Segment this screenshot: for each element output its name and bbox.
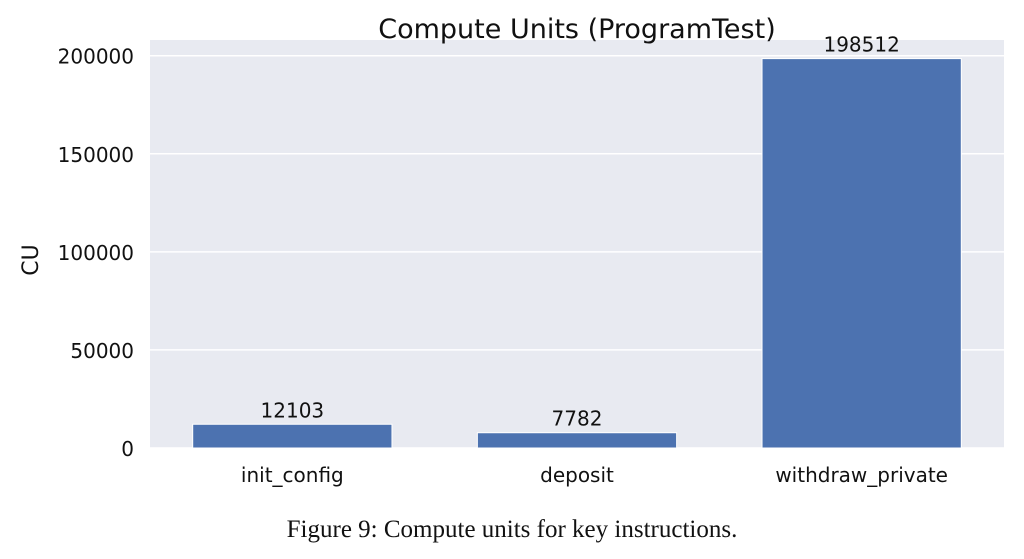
chart-title: Compute Units (ProgramTest) [378, 14, 775, 45]
y-tick-label: 100000 [58, 241, 134, 265]
x-tick-label: withdraw_private [775, 463, 948, 487]
bar-withdraw-private [761, 58, 962, 449]
bar-chart: 0 50000 100000 150000 200000 12103 init_config… [19, 14, 1004, 487]
data-label: 7782 [552, 407, 603, 431]
y-tick-label: 0 [121, 437, 134, 461]
data-label: 198512 [823, 33, 899, 57]
bar-init-config [192, 423, 393, 449]
x-tick-label: init_config [241, 463, 344, 487]
y-tick-label: 200000 [58, 45, 134, 69]
bar-deposit [476, 432, 678, 449]
y-tick-label: 50000 [70, 339, 134, 363]
y-axis-label: CU [19, 244, 44, 275]
x-tick-label: deposit [540, 463, 614, 487]
data-label: 12103 [261, 398, 325, 422]
figure-caption: Figure 9: Compute units for key instruct… [286, 516, 738, 543]
y-tick-label: 150000 [58, 143, 134, 167]
